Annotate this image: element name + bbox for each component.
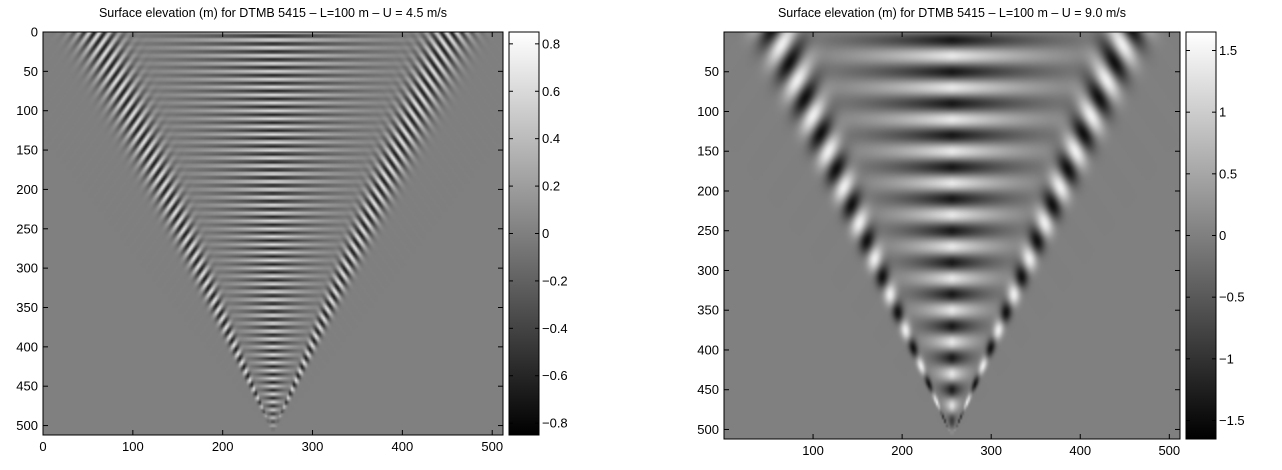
y-tick-label: 500 [697, 422, 719, 437]
y-tick-label: 250 [16, 221, 38, 236]
plot-frame [723, 31, 1181, 440]
y-tick-label: 450 [16, 379, 38, 394]
y-tick-label: 300 [16, 261, 38, 276]
y-tick-label: 0 [31, 25, 38, 40]
colorbar-tick-label: 0 [542, 226, 549, 241]
x-tick-label: 0 [39, 439, 46, 454]
y-tick-label: 400 [697, 342, 719, 357]
colorbar-tick-label: 0.2 [542, 179, 560, 194]
colorbar-tick-label: −0.8 [542, 416, 568, 431]
colorbar-tick-label: 0.5 [1219, 166, 1237, 181]
y-tick-label: 150 [697, 144, 719, 159]
colorbar-fill [1186, 32, 1216, 439]
colorbar: 1.5 1 0.5 0 −0.5 −1 −1.5 [1185, 31, 1245, 440]
x-tick-label: 500 [1158, 443, 1180, 458]
colorbar-tick-label: 0.8 [542, 36, 560, 51]
x-tick-label: 400 [1069, 443, 1091, 458]
x-axis: 100 200 300 400 500 [802, 32, 1180, 458]
y-tick-label: 300 [697, 263, 719, 278]
colorbar-tick-label: 1 [1219, 105, 1226, 120]
x-tick-label: 200 [891, 443, 913, 458]
x-tick-label: 300 [980, 443, 1002, 458]
colorbar-tick-label: −1 [1219, 351, 1234, 366]
colorbar-tick-label: 0.4 [542, 131, 560, 146]
y-tick-label: 100 [697, 104, 719, 119]
y-axis: 50 100 150 200 250 300 350 400 450 500 [697, 64, 1180, 437]
y-tick-label: 400 [16, 339, 38, 354]
colorbar-tick-label: −0.6 [542, 368, 568, 383]
x-tick-label: 200 [212, 439, 234, 454]
y-tick-label: 200 [16, 182, 38, 197]
y-tick-label: 150 [16, 143, 38, 158]
y-tick-label: 200 [697, 183, 719, 198]
chart-panel-1: Surface elevation (m) for DTMB 5415 – L=… [16, 6, 567, 454]
colorbar-tick-label: −0.2 [542, 273, 568, 288]
x-tick-label: 500 [481, 439, 503, 454]
y-tick-label: 350 [697, 303, 719, 318]
y-tick-label: 250 [697, 223, 719, 238]
chart-panel-2: Surface elevation (m) for DTMB 5415 – L=… [697, 6, 1244, 458]
y-tick-label: 50 [24, 64, 38, 79]
colorbar-tick-label: −0.4 [542, 321, 568, 336]
colorbar-tick-label: 0 [1219, 228, 1226, 243]
y-tick-label: 450 [697, 382, 719, 397]
heatmap-image [43, 32, 503, 435]
y-tick-label: 100 [16, 103, 38, 118]
x-tick-label: 100 [802, 443, 824, 458]
colorbar-tick-label: −0.5 [1219, 290, 1245, 305]
heatmap-image [724, 32, 1180, 439]
y-tick-label: 500 [16, 418, 38, 433]
colorbar: 0.8 0.6 0.4 0.2 0 −0.2 −0.4 −0.6 −0.8 [508, 31, 568, 436]
y-tick-label: 350 [16, 300, 38, 315]
colorbar-tick-label: −1.5 [1219, 413, 1245, 428]
chart-title: Surface elevation (m) for DTMB 5415 – L=… [99, 6, 447, 20]
chart-title: Surface elevation (m) for DTMB 5415 – L=… [778, 6, 1126, 20]
x-axis: 0 100 200 300 400 500 [39, 32, 503, 454]
x-tick-label: 100 [122, 439, 144, 454]
x-tick-label: 400 [392, 439, 414, 454]
y-tick-label: 50 [705, 64, 719, 79]
colorbar-tick-label: 1.5 [1219, 43, 1237, 58]
colorbar-tick-label: 0.6 [542, 84, 560, 99]
y-axis: 0 50 100 150 200 250 300 350 400 450 500 [16, 25, 503, 433]
plot-frame [42, 31, 504, 436]
x-tick-label: 300 [302, 439, 324, 454]
colorbar-fill [509, 32, 539, 435]
